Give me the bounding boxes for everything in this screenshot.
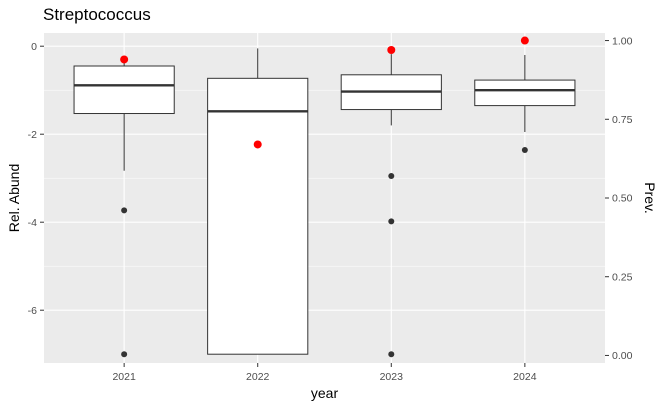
y-tick-label: -2 — [28, 129, 37, 141]
y-tick-label: -4 — [28, 217, 37, 229]
y2-tick-label: 0.25 — [612, 271, 633, 283]
y-axis-left: 0 -2 -4 -6 — [28, 41, 44, 317]
outlier-point — [121, 207, 128, 214]
box-body — [73, 65, 175, 115]
outlier-point — [388, 173, 395, 179]
y2-tick-label: 0.50 — [612, 193, 633, 205]
x-axis-title: year — [311, 385, 339, 401]
x-tick-label: 2024 — [513, 371, 537, 383]
box-2021 — [73, 55, 175, 358]
box-body — [207, 77, 309, 355]
y2-tick-label: 0.00 — [612, 350, 633, 362]
box-2022 — [207, 48, 309, 355]
y-tick-label: -6 — [28, 305, 37, 317]
y-tick-label: 0 — [31, 41, 37, 53]
box-body — [474, 79, 576, 107]
y-axis-title: Rel. Abund — [6, 164, 22, 233]
outlier-point — [521, 147, 528, 154]
boxplot-series — [73, 48, 576, 358]
prevalence-point-2023 — [387, 46, 396, 55]
outlier-point — [388, 218, 395, 225]
prevalence-point-2024 — [520, 36, 529, 45]
outlier-point — [121, 351, 128, 358]
prevalence-point-2022 — [253, 140, 262, 149]
box-2023 — [340, 54, 442, 358]
prevalence-point-2021 — [120, 55, 129, 64]
y-axis-right: 1.00 0.75 0.50 0.25 0.00 — [605, 35, 633, 362]
chart-title: Streptococcus — [43, 5, 151, 24]
prevalence-series — [120, 36, 529, 149]
y2-tick-label: 1.00 — [612, 35, 633, 47]
y2-tick-label: 0.75 — [612, 114, 633, 126]
x-axis: 2021 2022 2023 2024 — [112, 363, 537, 383]
y2-axis-title: Prev. — [642, 182, 658, 214]
outlier-point — [388, 351, 395, 358]
box-2024 — [474, 55, 576, 154]
x-tick-label: 2022 — [246, 371, 270, 383]
x-tick-label: 2021 — [112, 371, 136, 383]
x-tick-label: 2023 — [380, 371, 404, 383]
